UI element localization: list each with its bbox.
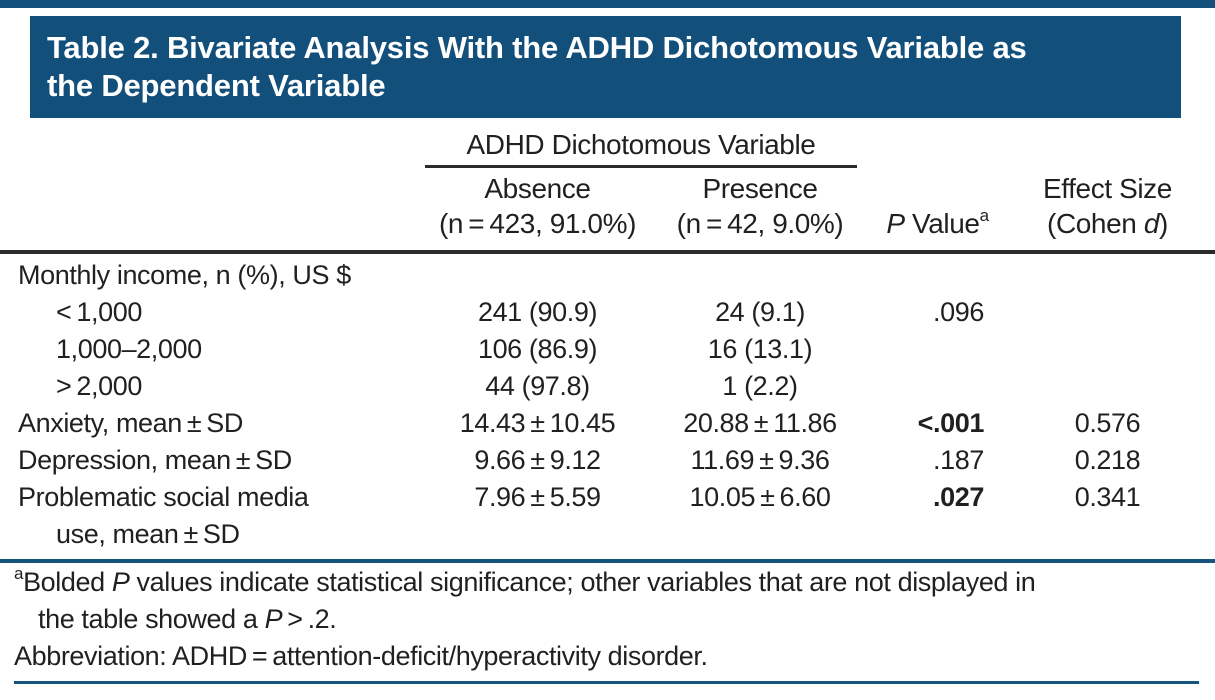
abbreviation-note: Abbreviation: ADHD = attention-deficit/h… xyxy=(14,641,708,671)
effect-size-value xyxy=(1000,368,1215,405)
row-label-line2: use, mean ± SD xyxy=(56,519,240,549)
p-value xyxy=(875,257,1000,294)
header-spacer xyxy=(0,206,430,242)
row-label-line1: Problematic social media xyxy=(18,482,309,512)
footnote-text: Bolded xyxy=(23,567,112,597)
bottom-rule xyxy=(14,681,1199,684)
p-value: .096 xyxy=(933,297,984,327)
presence-value: 10.05 ± 6.60 xyxy=(689,482,831,512)
effect-size-value: 0.576 xyxy=(1074,408,1141,438)
table-body: Monthly income, n (%), US $ < 1,000 241 … xyxy=(0,257,1215,553)
absence-value: 106 (86.9) xyxy=(477,334,598,364)
row-label: > 2,000 xyxy=(56,371,142,401)
footnotes: aBolded P values indicate statistical si… xyxy=(0,564,1215,675)
table-row: Depression, mean ± SD 9.66 ± 9.12 11.69 … xyxy=(0,442,1215,479)
p-value: .187 xyxy=(933,445,984,475)
effect-size-value xyxy=(1000,257,1215,294)
table-row: 1,000–2,000 106 (86.9) 16 (13.1) xyxy=(0,331,1215,368)
footnote-a-line2: the table showed a P > .2. xyxy=(0,601,1215,638)
row-label: Anxiety, mean ± SD xyxy=(18,408,244,438)
cohen-post: ) xyxy=(1159,208,1168,239)
absence-value: 14.43 ± 10.45 xyxy=(459,408,616,438)
presence-value: 11.69 ± 9.36 xyxy=(690,445,830,475)
p-value-significant: .027 xyxy=(933,482,984,512)
header-spacer xyxy=(875,172,1000,206)
effect-size-value: 0.218 xyxy=(1074,445,1141,475)
row-label: Depression, mean ± SD xyxy=(18,445,292,475)
footnote-text: the table showed a xyxy=(38,604,265,634)
footnote-text: values indicate statistical significance… xyxy=(129,567,1036,597)
presence-value: 20.88 ± 11.86 xyxy=(683,408,837,438)
header-absence-n: (n = 423, 91.0%) xyxy=(438,208,637,239)
footnote-text: > .2. xyxy=(282,604,337,634)
presence-value: 24 (9.1) xyxy=(715,297,805,327)
absence-value: 44 (97.8) xyxy=(485,371,590,401)
table-row: < 1,000 241 (90.9) 24 (9.1) .096 xyxy=(0,294,1215,331)
column-header-row-2: (n = 423, 91.0%) (n = 42, 9.0%) P Valuea… xyxy=(0,206,1215,242)
effect-size-value xyxy=(1000,331,1215,368)
row-label: Monthly income, n (%), US $ xyxy=(18,260,351,290)
table-row: > 2,000 44 (97.8) 1 (2.2) xyxy=(0,368,1215,405)
header-spacer xyxy=(0,172,430,206)
footnote-p-italic: P xyxy=(111,567,130,597)
column-header-row-1: Absence Presence Effect Size xyxy=(0,172,1215,206)
header-divider-rule xyxy=(0,250,1215,254)
header-presence: Presence xyxy=(702,173,818,204)
presence-value: 16 (13.1) xyxy=(707,334,813,364)
cohen-pre: (Cohen xyxy=(1047,208,1144,239)
table-title-line2: the Dependent Variable xyxy=(47,68,386,103)
table-row: Monthly income, n (%), US $ xyxy=(0,257,1215,294)
header-cohen-d: (Cohen d) xyxy=(1000,206,1215,242)
footnote-marker: a xyxy=(14,564,24,583)
presence-value xyxy=(645,257,875,294)
table-row: Problematic social media use, mean ± SD … xyxy=(0,479,1215,553)
absence-value xyxy=(430,257,645,294)
footnote-p-italic: P xyxy=(264,604,283,634)
spanner-header: ADHD Dichotomous Variable xyxy=(425,126,857,168)
table-row: Anxiety, mean ± SD 14.43 ± 10.45 20.88 ±… xyxy=(0,405,1215,442)
effect-size-value xyxy=(1000,294,1215,331)
table-title-banner: Table 2. Bivariate Analysis With the ADH… xyxy=(30,16,1181,118)
absence-value: 9.66 ± 9.12 xyxy=(474,445,601,475)
p-value-significant: <.001 xyxy=(917,408,985,438)
p-value xyxy=(875,368,1000,405)
p-italic: P xyxy=(886,208,905,239)
table-title-line1: Table 2. Bivariate Analysis With the ADH… xyxy=(47,30,1027,65)
header-effect-size: Effect Size xyxy=(1043,173,1172,204)
presence-value: 1 (2.2) xyxy=(722,371,798,401)
row-label: 1,000–2,000 xyxy=(56,334,202,364)
absence-value: 7.96 ± 5.59 xyxy=(474,482,601,512)
p-value-label: Value xyxy=(904,208,980,239)
p-value-footnote-marker: a xyxy=(979,206,989,225)
footnote-divider-rule xyxy=(0,559,1215,563)
header-presence-n: (n = 42, 9.0%) xyxy=(676,208,844,239)
top-accent-bar xyxy=(0,0,1215,8)
cohen-d-italic: d xyxy=(1143,208,1160,239)
p-value xyxy=(875,331,1000,368)
header-absence: Absence xyxy=(484,173,591,204)
row-label: Problematic social media use, mean ± SD xyxy=(0,479,430,553)
effect-size-value: 0.341 xyxy=(1074,482,1141,512)
header-p-value: P Valuea xyxy=(875,206,1000,242)
absence-value: 241 (90.9) xyxy=(477,297,598,327)
row-label: < 1,000 xyxy=(56,297,142,327)
footnote-a-line1: aBolded P values indicate statistical si… xyxy=(0,564,1215,601)
